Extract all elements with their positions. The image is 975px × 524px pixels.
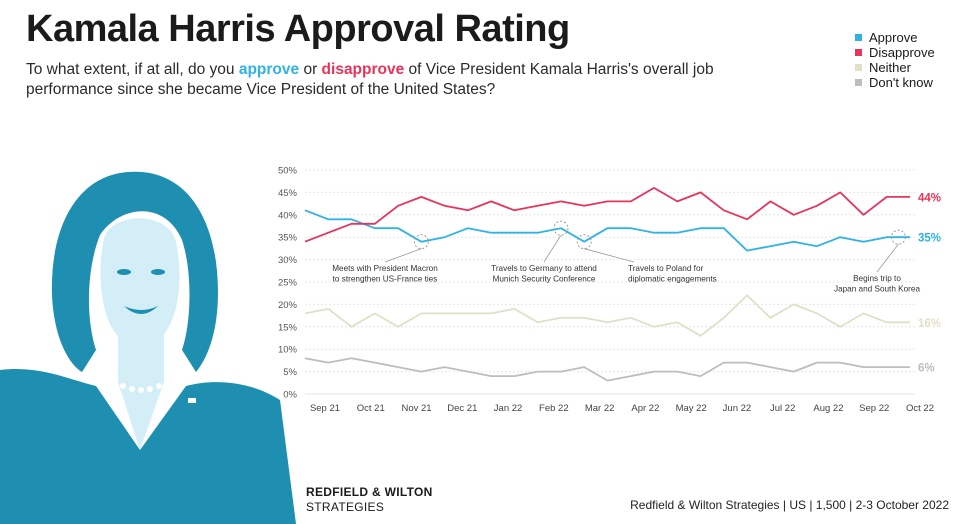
x-tick-label: Nov 21: [401, 403, 431, 414]
portrait-pearl: [97, 359, 103, 365]
brand-logo: REDFIELD & WILTON STRATEGIES: [306, 485, 433, 515]
x-tick-label: Jan 22: [494, 403, 523, 414]
x-tick-label: Jun 22: [723, 403, 752, 414]
legend-label-dont-know: Don't know: [869, 75, 933, 90]
legend-swatch-dont-know: [855, 79, 862, 86]
portrait-face: [100, 218, 180, 345]
legend-label-approve: Approve: [869, 30, 918, 45]
legend-item-approve: Approve: [855, 30, 935, 45]
chart-legend: Approve Disapprove Neither Don't know: [855, 30, 935, 90]
annotation-text: diplomatic engagements: [628, 275, 717, 284]
portrait-smile: [124, 306, 158, 314]
brand-line-2: STRATEGIES: [306, 500, 385, 514]
legend-label-disapprove: Disapprove: [869, 45, 935, 60]
annotation-marker: [413, 234, 429, 250]
annotation-marker: [890, 229, 906, 245]
y-tick-label: 10%: [278, 345, 298, 356]
portrait-flag-pin: [188, 398, 196, 403]
y-tick-label: 0%: [283, 390, 297, 401]
y-tick-label: 5%: [283, 367, 297, 378]
x-tick-label: Oct 21: [357, 403, 385, 414]
x-tick-label: Sep 22: [859, 403, 889, 414]
legend-swatch-disapprove: [855, 49, 862, 56]
legend-item-disapprove: Disapprove: [855, 45, 935, 60]
series-line-dont_know: [304, 357, 910, 382]
subtitle-text-2: or: [299, 61, 322, 78]
x-tick-label: May 22: [676, 403, 707, 414]
subtitle-approve-word: approve: [238, 61, 300, 78]
legend-item-neither: Neither: [855, 60, 935, 75]
x-tick-label: Mar 22: [585, 403, 615, 414]
y-tick-label: 25%: [278, 278, 298, 289]
portrait-photo: [0, 171, 296, 524]
y-tick-label: 45%: [278, 188, 298, 199]
annotation-text: Japan and South Korea: [834, 285, 920, 294]
annotation-text: Munich Security Conference: [493, 275, 596, 284]
x-tick-label: Feb 22: [539, 403, 569, 414]
annotation-leader: [384, 248, 422, 263]
portrait-eye-right: [151, 269, 165, 275]
legend-swatch-neither: [855, 64, 862, 71]
series-line-neither: [304, 294, 910, 337]
annotation-marker: [553, 220, 569, 236]
annotation-leader: [584, 248, 635, 263]
annotation-leader: [876, 243, 899, 273]
y-tick-label: 35%: [278, 233, 298, 244]
y-tick-label: 15%: [278, 322, 298, 333]
series-end-label-dont_know: 6%: [918, 363, 935, 375]
series-end-label-disapprove: 44%: [918, 192, 941, 204]
x-tick-label: Jul 22: [770, 403, 795, 414]
x-tick-label: Apr 22: [631, 403, 659, 414]
y-tick-label: 30%: [278, 255, 298, 266]
series-line-approve: [304, 209, 910, 252]
annotation-marker: [576, 234, 592, 250]
annotation-text: Travels to Poland for: [628, 264, 704, 273]
y-tick-label: 20%: [278, 300, 298, 311]
series-end-label-neither: 16%: [918, 318, 941, 330]
chart-subtitle: To what extent, if at all, do you approv…: [26, 60, 766, 100]
x-tick-label: Oct 22: [906, 403, 934, 414]
x-tick-label: Sep 21: [310, 403, 340, 414]
legend-swatch-approve: [855, 34, 862, 41]
page-title: Kamala Harris Approval Rating: [26, 8, 570, 50]
portrait-hair: [51, 171, 218, 372]
series-line-disapprove: [304, 186, 910, 243]
subtitle-text-1: To what extent, if at all, do you: [26, 61, 239, 78]
x-tick-label: Aug 22: [813, 403, 843, 414]
subtitle-text-3: of Vice President Kamala Harris's overal…: [26, 61, 714, 98]
annotation-text: Begins trip to: [853, 274, 901, 283]
x-tick-label: Dec 21: [447, 403, 477, 414]
source-note: Redfield & Wilton Strategies | US | 1,50…: [630, 498, 949, 512]
portrait-eye-left: [117, 269, 131, 275]
annotation-text: Travels to Germany to attend: [491, 264, 597, 273]
annotation-leader: [543, 235, 562, 263]
y-tick-label: 40%: [278, 210, 298, 221]
legend-item-dont-know: Don't know: [855, 75, 935, 90]
annotation-text: to strengthen US-France ties: [333, 275, 438, 284]
brand-line-1: REDFIELD & WILTON: [306, 485, 433, 499]
subtitle-disapprove-word: disapprove: [321, 61, 405, 78]
annotation-text: Meets with President Macron: [332, 264, 438, 273]
portrait-jacket: [0, 368, 296, 524]
legend-label-neither: Neither: [869, 60, 911, 75]
series-end-label-approve: 35%: [918, 233, 941, 245]
y-tick-label: 50%: [278, 166, 298, 177]
